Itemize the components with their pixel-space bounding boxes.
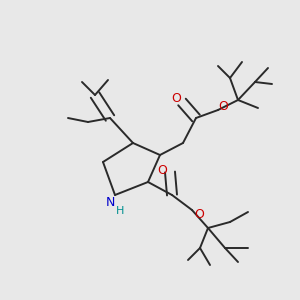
Text: O: O	[157, 164, 167, 176]
Text: O: O	[194, 208, 204, 220]
Text: O: O	[171, 92, 181, 104]
Text: N: N	[105, 196, 115, 209]
Text: O: O	[218, 100, 228, 112]
Text: H: H	[116, 206, 124, 216]
